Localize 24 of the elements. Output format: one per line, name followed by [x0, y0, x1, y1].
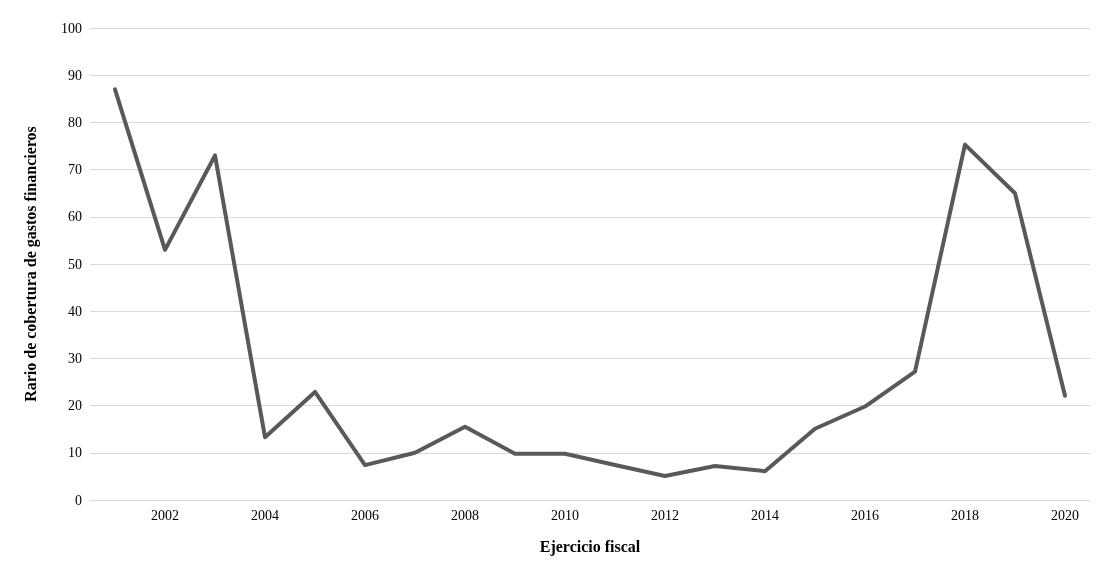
x-tick-label: 2002 [151, 507, 179, 523]
x-tick-label: 2020 [1051, 507, 1079, 523]
x-tick-label: 2012 [651, 507, 679, 523]
y-tick-label: 70 [68, 162, 82, 178]
y-tick-label: 80 [68, 114, 82, 130]
y-tick-label: 100 [61, 20, 82, 36]
line-series [113, 87, 1067, 478]
y-tick-label: 50 [68, 256, 82, 272]
y-tick-label: 20 [68, 398, 82, 414]
x-tick-label: 2014 [751, 507, 779, 523]
y-tick-label: 10 [68, 445, 82, 461]
x-tick-label: 2008 [451, 507, 479, 523]
x-axis-title: Ejercicio fiscal [539, 537, 641, 556]
y-axis-title: Rario de cobertura de gastos financieros [21, 126, 40, 402]
x-tick-label: 2010 [551, 507, 579, 523]
x-tick-label: 2004 [251, 507, 279, 523]
x-tick-label: 2016 [851, 507, 879, 523]
x-tick-label: 2006 [351, 507, 379, 523]
x-tick-label: 2018 [951, 507, 979, 523]
y-tick-label: 40 [68, 303, 82, 319]
y-tick-label: 60 [68, 209, 82, 225]
y-tick-label: 0 [75, 492, 82, 508]
y-tick-label: 90 [68, 67, 82, 83]
y-tick-label: 30 [68, 350, 82, 366]
